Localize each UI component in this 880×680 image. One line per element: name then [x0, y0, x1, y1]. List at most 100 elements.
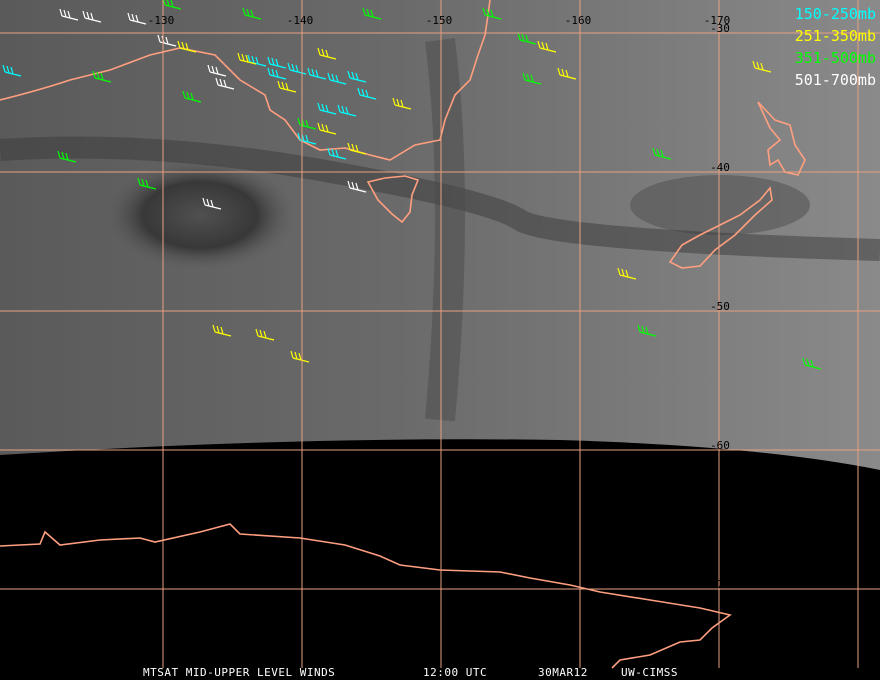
wind-barb — [162, 0, 182, 10]
barb-feather — [92, 70, 96, 79]
latitude-label: -60 — [710, 439, 730, 452]
barb-feather — [541, 41, 545, 50]
barb-feather — [267, 67, 271, 76]
barb-feather — [337, 104, 341, 113]
barb-feather — [127, 12, 131, 21]
barb-feather — [2, 64, 6, 73]
barb-feather — [645, 326, 649, 335]
wind-barb — [207, 64, 227, 77]
footer-title: MTSAT MID-UPPER LEVEL WINDS — [143, 666, 335, 679]
barb-feather — [206, 198, 210, 207]
barb-feather — [317, 122, 321, 131]
barb-feather — [223, 79, 227, 88]
wind-barb — [242, 7, 262, 20]
wind-barb — [290, 350, 310, 363]
wind-barb — [82, 10, 102, 23]
barb-feather — [220, 326, 224, 335]
barb-feather — [392, 97, 396, 106]
barb-feather — [241, 53, 245, 62]
coastlines — [0, 0, 806, 669]
barb-feather — [90, 12, 94, 21]
barb-feather — [202, 197, 206, 206]
wind-barb — [337, 104, 357, 117]
barb-feather — [157, 34, 161, 43]
barb-feather — [255, 56, 259, 65]
barb-feather — [327, 72, 331, 81]
barb-feather — [355, 72, 359, 81]
barb-feather — [351, 181, 355, 190]
barb-feather — [565, 69, 569, 78]
dry-band — [425, 38, 465, 422]
barb-feather — [67, 10, 71, 19]
barb-feather — [242, 7, 246, 16]
barb-feather — [61, 151, 65, 160]
barb-feather — [526, 73, 530, 82]
barb-feather — [810, 359, 814, 368]
latitude-label: -30 — [710, 22, 730, 35]
barb-feather — [660, 149, 664, 158]
legend-entry: 251-350mb — [795, 27, 876, 45]
barb-feather — [237, 52, 241, 61]
wind-barb — [57, 150, 77, 163]
wind-barb — [317, 47, 337, 60]
barb-feather — [165, 36, 169, 45]
barb-feather — [366, 8, 370, 17]
barb-feather — [325, 124, 329, 133]
wind-barb — [347, 142, 367, 155]
barb-feather — [294, 351, 298, 360]
barb-feather — [181, 41, 185, 50]
barb-feather — [335, 74, 339, 83]
barb-feather — [295, 64, 299, 73]
wind-barb — [347, 70, 367, 83]
barb-feather — [345, 106, 349, 115]
barb-feather — [207, 64, 211, 73]
wind-barb — [177, 40, 197, 53]
barb-feather — [760, 62, 764, 71]
longitude-label: -130 — [148, 14, 175, 27]
barb-feather — [185, 42, 189, 51]
barb-feather — [298, 352, 302, 361]
barb-feather — [247, 54, 251, 63]
wind-barb — [277, 80, 297, 93]
no-data-region — [0, 439, 880, 680]
wind-barb — [212, 324, 232, 337]
barb-feather — [131, 13, 135, 22]
barb-feather — [537, 40, 541, 49]
longitude-label: -150 — [426, 14, 453, 27]
barb-feather — [335, 149, 339, 158]
wind-barb — [2, 64, 22, 77]
wind-barb — [327, 72, 347, 85]
barb-feather — [347, 70, 351, 79]
wind-barb — [59, 8, 79, 21]
dry-band — [630, 175, 810, 235]
barb-feather — [486, 8, 490, 17]
barb-feather — [517, 32, 521, 41]
wind-barb — [202, 197, 222, 210]
barb-feather — [210, 199, 214, 208]
barb-feather — [255, 328, 259, 337]
wind-barb — [802, 357, 822, 370]
barb-feather — [63, 9, 67, 18]
wind-barb — [517, 32, 537, 45]
barb-feather — [490, 9, 494, 18]
barb-feather — [275, 58, 279, 67]
wind-barb — [307, 67, 327, 80]
barb-feather — [362, 7, 366, 16]
barb-feather — [370, 9, 374, 18]
wind-barb — [357, 87, 377, 100]
barb-feather — [561, 68, 565, 77]
barb-feather — [351, 71, 355, 80]
barb-feather — [291, 63, 295, 72]
new-zealand-south — [668, 186, 773, 269]
barb-feather — [396, 98, 400, 107]
footer-source: UW-CIMSS — [621, 666, 678, 679]
legend-entry: 351-500mb — [795, 49, 876, 67]
wind-barb — [182, 90, 202, 103]
dry-band — [0, 136, 880, 261]
barb-feather — [522, 72, 526, 81]
barb-feather — [400, 99, 404, 108]
wind-barb — [362, 7, 382, 20]
barb-feather — [357, 87, 361, 96]
australia-coast — [0, 0, 491, 161]
